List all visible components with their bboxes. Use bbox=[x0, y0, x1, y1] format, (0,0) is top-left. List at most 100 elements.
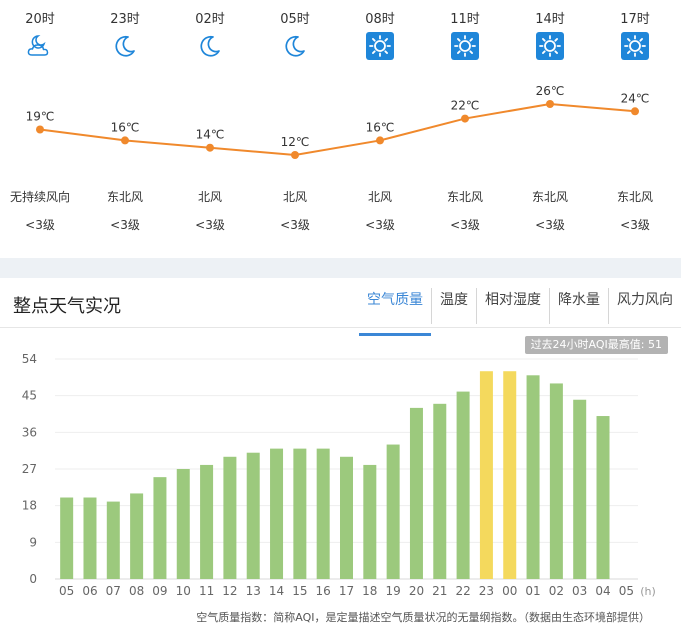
x-tick-label: 12 bbox=[222, 584, 237, 598]
temperature-point bbox=[206, 143, 214, 152]
x-tick-label: 16 bbox=[316, 584, 331, 598]
aqi-bar[interactable] bbox=[526, 375, 540, 579]
tab-humidity[interactable]: 相对湿度 bbox=[476, 288, 549, 324]
aqi-bar[interactable] bbox=[363, 464, 377, 579]
x-tick-label: 14 bbox=[269, 584, 284, 598]
y-tick-label: 9 bbox=[29, 535, 37, 549]
wind-direction: 北风 bbox=[367, 190, 392, 204]
aqi-bar[interactable] bbox=[596, 416, 610, 579]
aqi-bar[interactable] bbox=[223, 456, 237, 579]
wind-direction: 北风 bbox=[197, 190, 222, 204]
moon-icon bbox=[111, 32, 139, 60]
wind-direction: 北风 bbox=[282, 190, 307, 204]
aqi-bar[interactable] bbox=[293, 448, 307, 579]
aqi-footnote: 空气质量指数：简称AQI，是定量描述空气质量状况的无量纲指数。（数据由生态环境部… bbox=[196, 611, 650, 624]
moon-icon bbox=[281, 32, 309, 60]
wind-direction: 无持续风向 bbox=[9, 190, 70, 204]
wind-level: <3级 bbox=[280, 218, 310, 232]
y-tick-label: 0 bbox=[29, 572, 37, 586]
aqi-bar[interactable] bbox=[316, 448, 330, 579]
forecast-time: 05时 bbox=[280, 12, 310, 27]
aqi-bar[interactable] bbox=[456, 391, 470, 579]
hourly-forecast: 19℃ 16℃ 14℃ 12℃ 16℃ 22℃ 26℃ 24℃ 20时 无持续风向 <3级 23时东… bbox=[0, 0, 681, 258]
x-tick-label: 20 bbox=[409, 584, 424, 598]
tab-air-quality[interactable]: 空气质量 bbox=[359, 288, 431, 336]
temperature-point bbox=[121, 136, 129, 145]
x-tick-label: 11 bbox=[199, 584, 214, 598]
wind-direction: 东北风 bbox=[616, 190, 653, 204]
hourly-observation-section: 整点天气实况 空气质量 温度 相对湿度 降水量 风力风向 0 9 18 27 36 45 5… bbox=[0, 278, 681, 637]
x-tick-label: 05 bbox=[619, 584, 634, 598]
x-tick-label: 18 bbox=[362, 584, 377, 598]
wind-direction: 东北风 bbox=[531, 190, 568, 204]
x-tick-label: 06 bbox=[82, 584, 97, 598]
temperature-label: 14℃ bbox=[196, 128, 225, 142]
temperature-point bbox=[36, 125, 44, 134]
moon-icon bbox=[196, 32, 224, 60]
aqi-bar[interactable] bbox=[549, 383, 563, 579]
aqi-bar[interactable] bbox=[409, 407, 423, 579]
aqi-bar[interactable] bbox=[60, 497, 74, 579]
max-aqi-badge: 过去24小时AQI最高值: 51 bbox=[524, 336, 668, 354]
temperature-label: 16℃ bbox=[111, 120, 140, 134]
wind-level: <3级 bbox=[535, 218, 565, 232]
partly-cloudy-night-icon bbox=[26, 32, 54, 60]
temperature-point bbox=[291, 151, 299, 159]
aqi-bar[interactable] bbox=[83, 497, 97, 579]
x-tick-label: 03 bbox=[572, 584, 587, 598]
aqi-bar[interactable] bbox=[386, 444, 400, 579]
x-tick-label: 09 bbox=[152, 584, 167, 598]
temperature-point bbox=[376, 136, 384, 145]
forecast-time: 20时 bbox=[25, 12, 55, 27]
tab-temperature[interactable]: 温度 bbox=[431, 288, 476, 324]
sun-icon bbox=[621, 32, 649, 60]
x-tick-label: 10 bbox=[176, 584, 191, 598]
aqi-bar[interactable] bbox=[246, 452, 260, 579]
x-tick-label: 05 bbox=[59, 584, 74, 598]
forecast-time: 02时 bbox=[195, 12, 225, 27]
aqi-bar[interactable] bbox=[270, 448, 284, 579]
section-separator bbox=[0, 258, 681, 278]
temperature-label: 12℃ bbox=[281, 135, 310, 149]
temperature-label: 24℃ bbox=[621, 91, 650, 105]
aqi-bar[interactable] bbox=[573, 399, 587, 579]
aqi-bar[interactable] bbox=[200, 464, 214, 579]
x-tick-label: 13 bbox=[246, 584, 261, 598]
aqi-bar[interactable] bbox=[340, 456, 353, 579]
wind-level: <3级 bbox=[195, 218, 225, 232]
aqi-bar[interactable] bbox=[176, 469, 190, 579]
x-unit-label: (h) bbox=[640, 585, 656, 598]
temperature-point bbox=[546, 100, 554, 108]
wind-direction: 东北风 bbox=[446, 190, 483, 204]
tab-wind[interactable]: 风力风向 bbox=[608, 288, 681, 324]
temperature-label: 26℃ bbox=[536, 84, 565, 98]
forecast-time: 23时 bbox=[110, 12, 140, 27]
aqi-bar[interactable] bbox=[503, 371, 517, 579]
temperature-label: 22℃ bbox=[451, 99, 480, 113]
wind-level: <3级 bbox=[25, 218, 55, 232]
tab-precipitation[interactable]: 降水量 bbox=[549, 288, 608, 324]
y-tick-label: 27 bbox=[22, 462, 37, 476]
y-tick-label: 45 bbox=[22, 389, 37, 403]
aqi-bar[interactable] bbox=[106, 501, 120, 579]
x-tick-label: 08 bbox=[129, 584, 144, 598]
temperature-label: 19℃ bbox=[26, 110, 55, 124]
divider bbox=[0, 327, 681, 328]
x-tick-label: 04 bbox=[595, 584, 610, 598]
wind-direction: 东北风 bbox=[106, 190, 143, 204]
forecast-time: 11时 bbox=[450, 12, 480, 27]
section-title: 整点天气实况 bbox=[13, 296, 121, 317]
x-tick-label: 23 bbox=[479, 584, 494, 598]
aqi-bar[interactable] bbox=[130, 493, 144, 579]
x-tick-label: 00 bbox=[502, 584, 517, 598]
forecast-time: 14时 bbox=[535, 12, 565, 27]
aqi-bar[interactable] bbox=[479, 371, 493, 579]
aqi-bar[interactable] bbox=[433, 403, 447, 579]
y-tick-label: 54 bbox=[22, 352, 37, 366]
x-tick-label: 01 bbox=[525, 584, 540, 598]
x-tick-label: 19 bbox=[385, 584, 400, 598]
forecast-time: 08时 bbox=[365, 12, 395, 27]
aqi-bar[interactable] bbox=[153, 477, 167, 579]
temperature-point bbox=[631, 107, 639, 116]
